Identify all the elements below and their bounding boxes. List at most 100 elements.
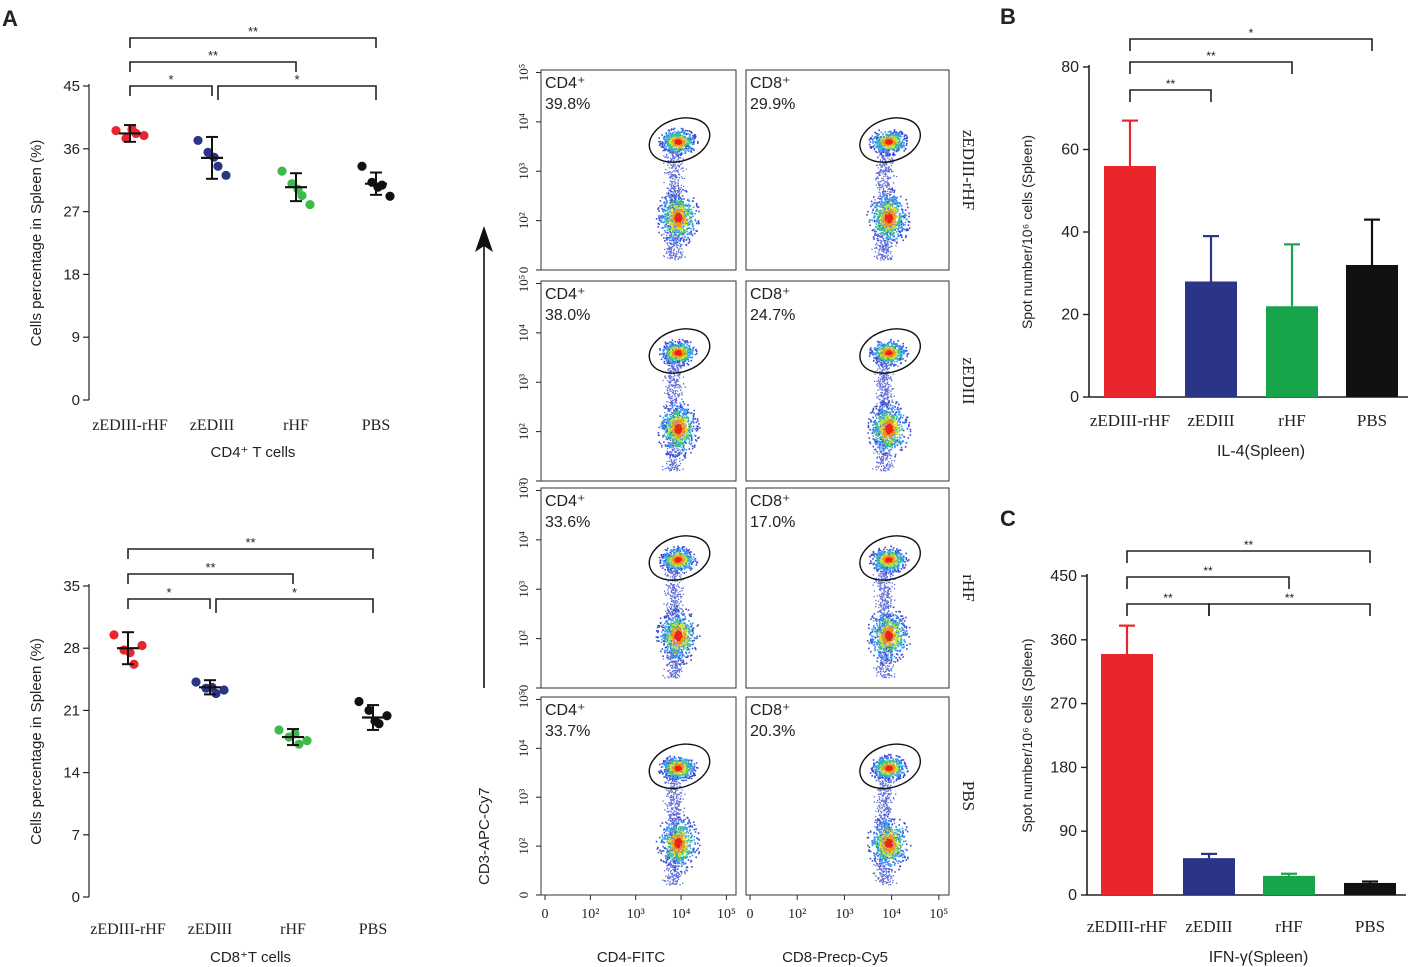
gated-cluster (674, 557, 682, 563)
panel-frame (745, 696, 950, 896)
flow-row-group-label: PBS (959, 781, 978, 811)
significance-label: ** (1206, 49, 1216, 63)
panel-label-c: C (1000, 506, 1016, 531)
flow-y-tick-label: 10³ (516, 581, 531, 598)
x-axis-label: CD8⁺T cells (210, 949, 291, 966)
y-tick-label: 18 (63, 266, 80, 283)
y-tick-label: 0 (1068, 887, 1077, 904)
density-cluster (674, 423, 683, 435)
y-tick-label: 28 (63, 640, 80, 657)
gate-percentage: 20.3% (750, 723, 795, 740)
y-axis-label: Spot number/10⁶ cells (Spleen) (1019, 638, 1035, 832)
flow-row-group-label: zEDIII-rHF (959, 130, 978, 210)
gate-ellipse (648, 535, 711, 581)
significance-bracket (215, 598, 374, 613)
flow-x-tick-label: 10³ (627, 907, 645, 922)
gate-percentage: 17.0% (750, 514, 795, 531)
category-label: zEDIII-rHF (92, 417, 168, 434)
data-point (121, 133, 131, 143)
flow-y-tick-label: 10² (516, 423, 531, 440)
significance-label: ** (205, 560, 215, 575)
cd8-dot-plot: 0 7 14 21 28 35 Cells percentage in Spleen (%)… (28, 535, 392, 966)
cd4-dot-panel: CD4⁺ 38.0% (540, 280, 737, 482)
flow-x-label-cd8: CD8-Precp-Cy5 (782, 949, 888, 966)
y-tick-label: 450 (1050, 568, 1077, 585)
significance-bracket (1129, 89, 1212, 102)
flow-x-tick-label: 0 (747, 907, 754, 922)
flow-y-tick-label: 10³ (516, 163, 531, 180)
data-point (293, 184, 303, 194)
y-tick-label: 0 (72, 392, 80, 409)
gate-marker-label: CD8⁺ (750, 493, 790, 510)
gate-marker-label: CD4⁺ (545, 702, 585, 719)
flow-y-ticks: 0 10² 10³ 10⁴ 10⁵ (516, 64, 542, 273)
data-point (221, 170, 231, 180)
flow-y-tick-label: 10⁴ (516, 739, 531, 757)
y-axis-label: Spot number/10⁶ cells (Spleen) (1019, 135, 1035, 329)
data-point (287, 179, 297, 189)
y-tick-label: 14 (63, 765, 80, 782)
significance-label: * (294, 72, 299, 87)
flow-x-tick-label: 10² (788, 907, 806, 922)
y-tick-label: 0 (72, 889, 80, 906)
flow-y-tick-label: 0 (516, 892, 531, 899)
gate-percentage: 39.8% (545, 96, 590, 113)
flow-y-tick-label: 10² (516, 630, 531, 647)
ifng-bar-chart: 0 90 180 270 360 450 Spot number/10⁶ cells (Sp… (1019, 538, 1406, 966)
significance-bracket (127, 548, 374, 559)
category-label: zEDIII-rHF (90, 921, 166, 938)
cd8-dot-panel: CD8⁺ 17.0% (745, 487, 950, 689)
y-tick-label: 90 (1059, 823, 1077, 840)
cd4-dot-panel: CD4⁺ 33.6% (540, 487, 737, 689)
category-label: rHF (1275, 917, 1302, 936)
bar (1101, 653, 1153, 895)
flow-y-tick-label: 10³ (516, 374, 531, 391)
y-tick-label: 80 (1061, 59, 1079, 76)
axis-arrow-head (475, 226, 493, 252)
gate-percentage: 38.0% (545, 307, 590, 324)
gated-cluster (885, 139, 893, 145)
data-point (354, 696, 364, 707)
flow-y-ticks: 0 10² 10³ 10⁴ 10⁵ (516, 691, 542, 899)
data-point (139, 130, 149, 141)
panel-label-b: B (1000, 4, 1016, 29)
significance-label: ** (245, 535, 255, 550)
y-tick-label: 7 (72, 827, 80, 844)
data-point (357, 161, 367, 171)
gate-marker-label: CD8⁺ (750, 75, 790, 92)
significance-bracket (129, 85, 213, 96)
flow-y-axis-label: CD3-APC-Cy7 (476, 787, 493, 885)
gate-ellipse (648, 328, 711, 374)
flow-y-ticks: 0 10² 10³ 10⁴ 10⁵ (516, 482, 542, 691)
y-tick-label: 45 (63, 78, 80, 95)
panel-frame (540, 487, 737, 689)
category-label: PBS (1355, 917, 1385, 936)
flow-x-tick-label: 10⁴ (882, 907, 901, 922)
bar (1104, 166, 1156, 397)
significance-label: ** (1203, 564, 1213, 578)
data-point (302, 736, 312, 746)
category-label: zEDIII (1185, 917, 1233, 936)
bar (1344, 882, 1396, 895)
flow-x-tick-label: 10⁴ (672, 907, 691, 922)
panel-label-a: A (2, 6, 18, 31)
flow-x-tick-label: 0 (542, 907, 549, 922)
significance-bracket (1208, 603, 1371, 616)
category-label: rHF (1278, 411, 1305, 430)
gate-percentage: 29.9% (750, 96, 795, 113)
density-cluster (884, 838, 893, 848)
flow-y-tick-label: 0 (516, 478, 531, 485)
y-tick-label: 21 (63, 702, 80, 719)
data-point (277, 166, 287, 176)
data-point (305, 200, 315, 210)
flow-y-tick-label: 10⁴ (516, 324, 531, 342)
category-label: zEDIII-rHF (1090, 411, 1170, 430)
y-tick-label: 36 (63, 141, 80, 158)
gate-percentage: 33.6% (545, 514, 590, 531)
x-axis-label: IFN-γ(Spleen) (1209, 949, 1309, 966)
flow-x-tick-label: 10² (581, 907, 599, 922)
flow-cytometry-grid: CD3-APC-Cy7 CD4-FITC CD8-Precp-Cy5 0 10² 1… (475, 64, 978, 966)
flow-y-tick-label: 10⁵ (516, 482, 531, 500)
y-tick-label: 60 (1061, 142, 1079, 159)
flow-x-tick-label: 10⁵ (717, 907, 736, 922)
